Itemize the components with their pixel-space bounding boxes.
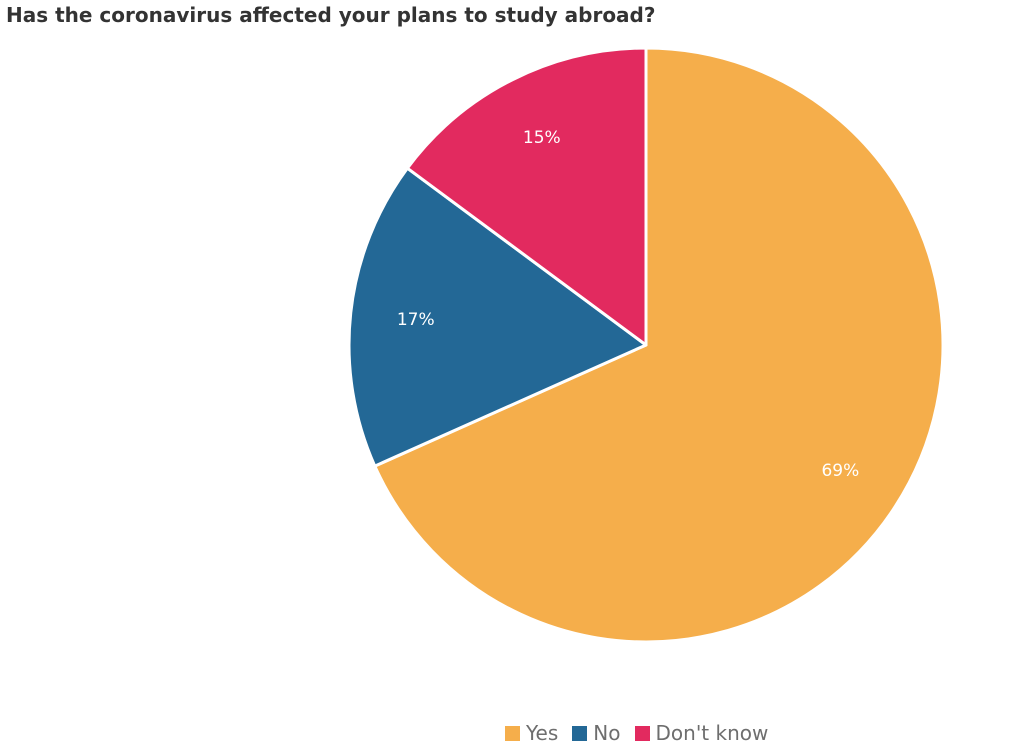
pie-label-no: 17% [397,310,435,330]
pie-label-yes: 69% [821,461,859,481]
pie-slice-no[interactable] [347,166,648,468]
legend-swatch-no [572,725,588,741]
legend-swatch-dont-know [634,725,650,741]
legend-swatch-yes [505,725,520,741]
legend-item-yes[interactable]: Yes [505,721,558,745]
pie-label-dont-know: 15% [523,128,561,148]
legend-label-dont-know: Don't know [655,721,769,745]
pie-slice-dont-know[interactable] [405,46,648,347]
legend: Yes No Don't know [505,721,782,745]
legend-item-no[interactable]: No [572,721,621,745]
chart-title: Has the coronavirus affected your plans … [6,3,656,27]
pie-slice-yes[interactable] [373,46,945,644]
legend-label-no: No [593,721,621,745]
legend-item-dont-know[interactable]: Don't know [634,721,769,745]
legend-label-yes: Yes [526,721,559,745]
